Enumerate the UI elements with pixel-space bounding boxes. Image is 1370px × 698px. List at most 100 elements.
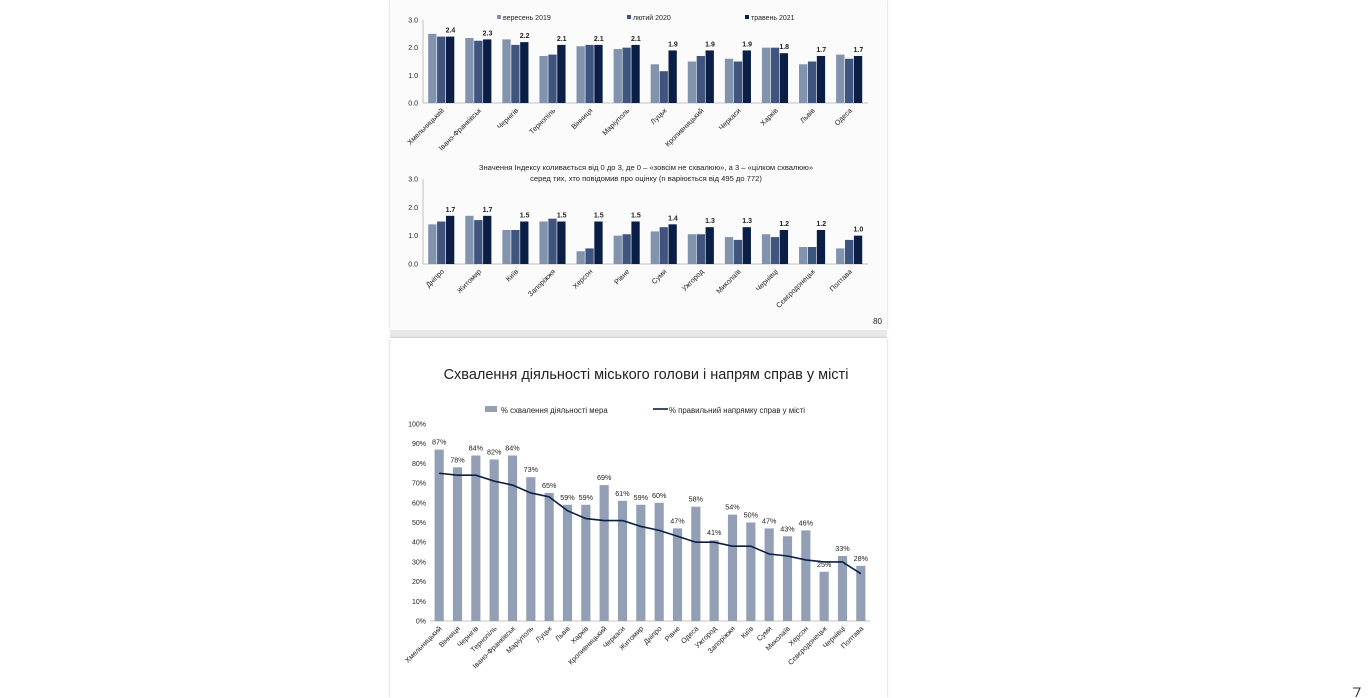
approval-bar [672, 528, 683, 621]
bar-3 [520, 42, 529, 103]
data-label: 1.8 [779, 44, 789, 51]
bar-3 [631, 221, 640, 264]
bar-3 [779, 230, 789, 264]
approval-bar [507, 455, 518, 621]
bar-1 [613, 235, 622, 264]
data-label: 1.9 [668, 41, 678, 48]
y-tick-label: 20% [412, 579, 426, 586]
data-label: 33% [835, 544, 850, 553]
bar-1 [428, 224, 437, 264]
data-label: 2.2 [520, 33, 530, 40]
y-tick-label: 2.0 [408, 45, 418, 52]
data-label: 54% [725, 503, 740, 512]
y-tick-label: 30% [412, 559, 426, 566]
data-label: 2.1 [631, 36, 641, 43]
bar-2 [585, 44, 594, 103]
data-label: 1.2 [816, 221, 826, 228]
y-tick-label: 1.0 [408, 233, 418, 240]
bar-1 [799, 247, 808, 264]
legend-swatch [745, 15, 749, 19]
bar-3 [557, 44, 566, 103]
bar-3 [742, 227, 751, 264]
bar-2 [696, 234, 705, 264]
data-label: 1.7 [816, 47, 826, 54]
data-label: 1.3 [705, 218, 715, 225]
data-label: 59% [634, 493, 649, 502]
data-label: 47% [762, 516, 777, 525]
category-label: Харків [758, 106, 780, 128]
approval-bar [709, 540, 719, 621]
bar-1 [724, 58, 734, 103]
category-label: Рівне [612, 267, 631, 286]
data-label: 1.3 [742, 218, 752, 225]
approval-bar [489, 459, 499, 621]
category-label: Маріуполь [600, 106, 631, 137]
bar-1 [650, 64, 659, 103]
approval-bar [691, 506, 701, 621]
data-label: 1.5 [594, 213, 604, 220]
approval-bar [837, 555, 848, 621]
bar-2 [733, 61, 743, 103]
bar-2 [659, 71, 668, 103]
data-label: 41% [707, 528, 722, 537]
slide-title: Схвалення діяльності міського голови і н… [444, 367, 849, 383]
bar-3 [483, 215, 492, 264]
data-label: 84% [469, 444, 484, 453]
data-label: 84% [505, 444, 520, 453]
page-gap [390, 330, 887, 338]
chart-note: серед тих, хто повідомив про оцінку (n в… [530, 174, 762, 183]
data-label: 1.2 [779, 221, 789, 228]
bar-3 [816, 230, 826, 264]
approval-bar [562, 504, 573, 621]
bar-2 [474, 40, 483, 103]
category-label: Київ [504, 267, 520, 283]
legend-label: % правильний напрямку справ у місті [669, 406, 805, 415]
category-label: Київ [739, 624, 755, 640]
data-label: 28% [854, 554, 869, 563]
data-label: 2.1 [557, 36, 567, 43]
bar-3 [483, 39, 492, 103]
bar-3 [445, 215, 455, 264]
category-label: Полтава [828, 267, 854, 293]
bar-2 [807, 61, 817, 103]
data-label: 73% [524, 465, 539, 474]
y-tick-label: 3.0 [408, 18, 418, 25]
bar-2 [511, 230, 520, 264]
bar-1 [836, 54, 845, 103]
y-tick-label: 70% [412, 481, 426, 488]
bar-1 [465, 215, 474, 264]
data-label: 47% [670, 516, 685, 525]
category-label: Запоріжжя [526, 267, 557, 298]
data-label: 43% [780, 524, 795, 533]
bar-3 [557, 221, 566, 264]
y-tick-label: 90% [412, 441, 426, 448]
y-tick-label: 80% [412, 461, 426, 468]
category-label: Тернопіль [527, 106, 557, 136]
bar-2 [807, 247, 817, 264]
legend-label: травень 2021 [751, 15, 795, 22]
bar-3 [705, 227, 714, 264]
y-tick-label: 40% [412, 540, 426, 547]
legend-label: лютий 2020 [633, 14, 671, 22]
data-label: 1.7 [446, 207, 456, 214]
bar-3 [594, 44, 603, 103]
approval-bar [434, 449, 444, 621]
approval-bar [856, 565, 866, 621]
bar-1 [428, 33, 437, 104]
category-label: Миколаїв [714, 267, 742, 295]
bar-3 [779, 53, 789, 103]
slide-2-canvas: Схвалення діяльності міського голови і н… [403, 367, 870, 670]
data-label: 60% [652, 491, 667, 500]
bar-1 [502, 230, 511, 264]
bar-2 [548, 218, 557, 264]
data-label: 1.9 [742, 41, 752, 48]
approval-bar [764, 528, 774, 621]
bar-2 [622, 47, 631, 103]
bar-2 [474, 220, 483, 264]
approval-bar [654, 502, 664, 621]
approval-bar [599, 485, 609, 621]
corner-glyph-icon [1353, 687, 1361, 698]
direction-line-series [439, 472, 862, 575]
slide-page-80: вересень 2019 лютий 2020 травень 2021 0.0 1.… [390, 0, 887, 330]
